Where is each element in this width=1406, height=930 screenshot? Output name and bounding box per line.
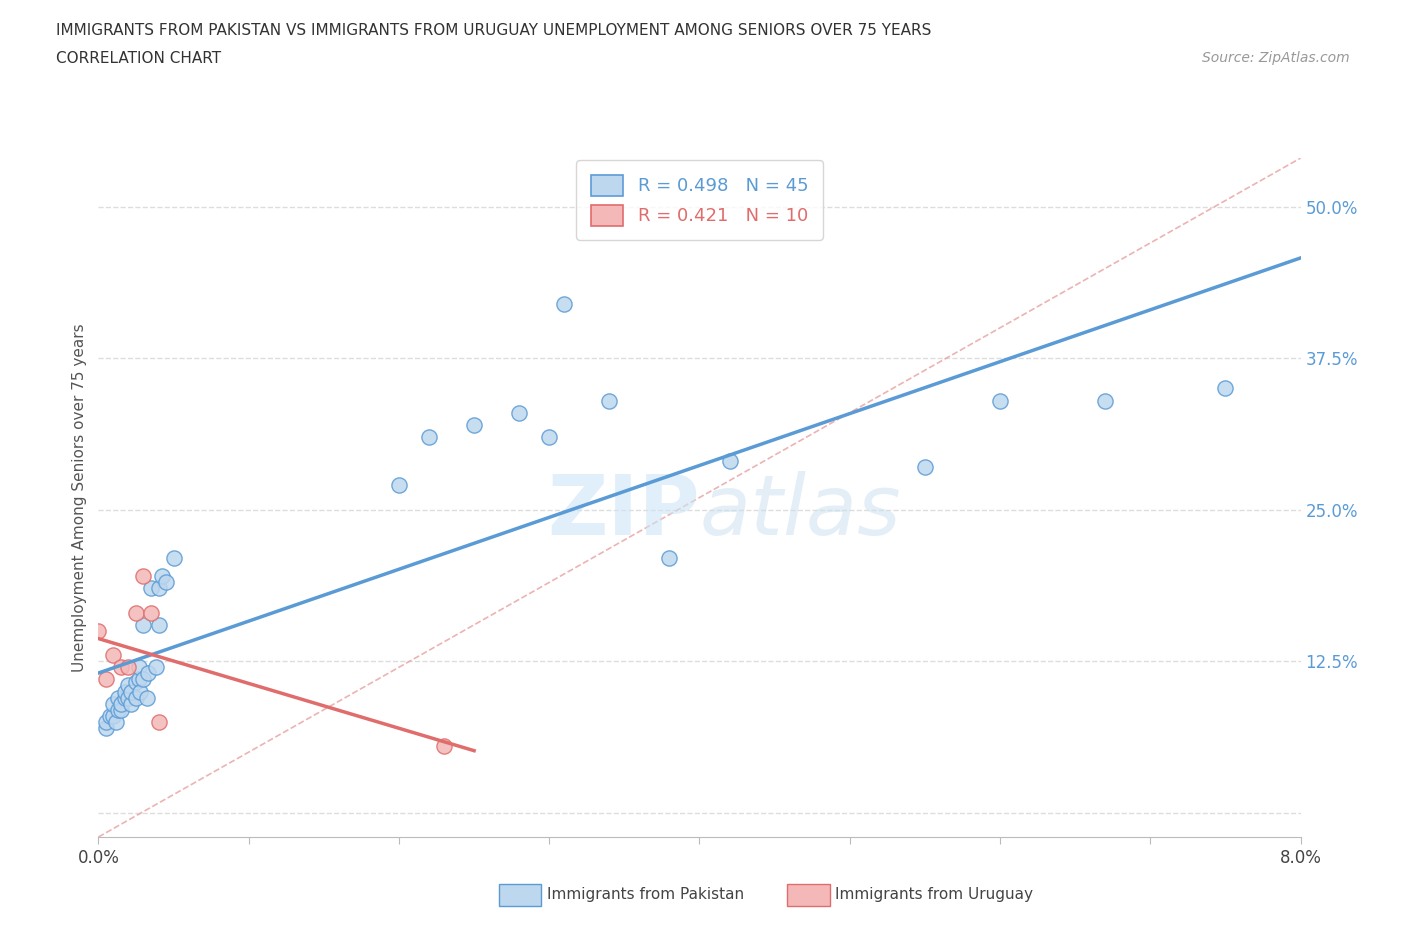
Point [132, 672, 155, 687]
Text: IMMIGRANTS FROM PAKISTAN VS IMMIGRANTS FROM URUGUAY UNEMPLOYMENT AMONG SENIORS O: IMMIGRANTS FROM PAKISTAN VS IMMIGRANTS F… [56, 23, 932, 38]
Point [117, 678, 139, 693]
Point [148, 714, 170, 729]
Point [103, 709, 125, 724]
Point [162, 551, 184, 565]
Point [148, 581, 170, 596]
Point [553, 296, 575, 311]
Point [110, 697, 132, 711]
Point [128, 672, 150, 687]
Point [1215, 381, 1237, 396]
Point [103, 647, 125, 662]
Point [508, 405, 530, 420]
Point [155, 575, 177, 590]
Text: Immigrants from Pakistan: Immigrants from Pakistan [547, 887, 744, 902]
Point [125, 690, 148, 705]
Point [1094, 393, 1116, 408]
Point [135, 690, 157, 705]
Text: CORRELATION CHART: CORRELATION CHART [56, 51, 221, 66]
Point [538, 430, 561, 445]
Point [94, 672, 117, 687]
Point [94, 714, 117, 729]
Point [110, 702, 132, 717]
Point [658, 551, 681, 565]
Point [433, 738, 456, 753]
Point [128, 660, 150, 675]
Point [121, 697, 143, 711]
Text: atlas: atlas [700, 471, 901, 551]
Point [114, 684, 136, 699]
Point [105, 714, 128, 729]
Point [107, 690, 129, 705]
Point [418, 430, 440, 445]
Legend: R = 0.498   N = 45, R = 0.421   N = 10: R = 0.498 N = 45, R = 0.421 N = 10 [576, 160, 823, 240]
Point [87, 623, 110, 638]
Point [145, 660, 167, 675]
Point [117, 690, 139, 705]
Point [100, 709, 122, 724]
Point [121, 684, 143, 699]
Point [94, 721, 117, 736]
Point [107, 702, 129, 717]
Text: ZIP: ZIP [547, 471, 700, 551]
Point [103, 697, 125, 711]
Point [129, 684, 152, 699]
Point [139, 581, 162, 596]
Point [110, 660, 132, 675]
Point [125, 605, 148, 620]
Point [148, 618, 170, 632]
Point [388, 478, 411, 493]
Y-axis label: Unemployment Among Seniors over 75 years: Unemployment Among Seniors over 75 years [72, 324, 87, 671]
Point [136, 666, 159, 681]
Point [139, 605, 162, 620]
Text: Source: ZipAtlas.com: Source: ZipAtlas.com [1202, 51, 1350, 65]
Point [125, 674, 148, 689]
Point [598, 393, 620, 408]
Point [114, 690, 136, 705]
Point [132, 618, 155, 632]
Point [117, 660, 139, 675]
Text: Immigrants from Uruguay: Immigrants from Uruguay [835, 887, 1033, 902]
Point [463, 418, 485, 432]
Point [132, 569, 155, 584]
Point [914, 459, 936, 474]
Point [718, 454, 741, 469]
Point [150, 569, 173, 584]
Point [988, 393, 1011, 408]
